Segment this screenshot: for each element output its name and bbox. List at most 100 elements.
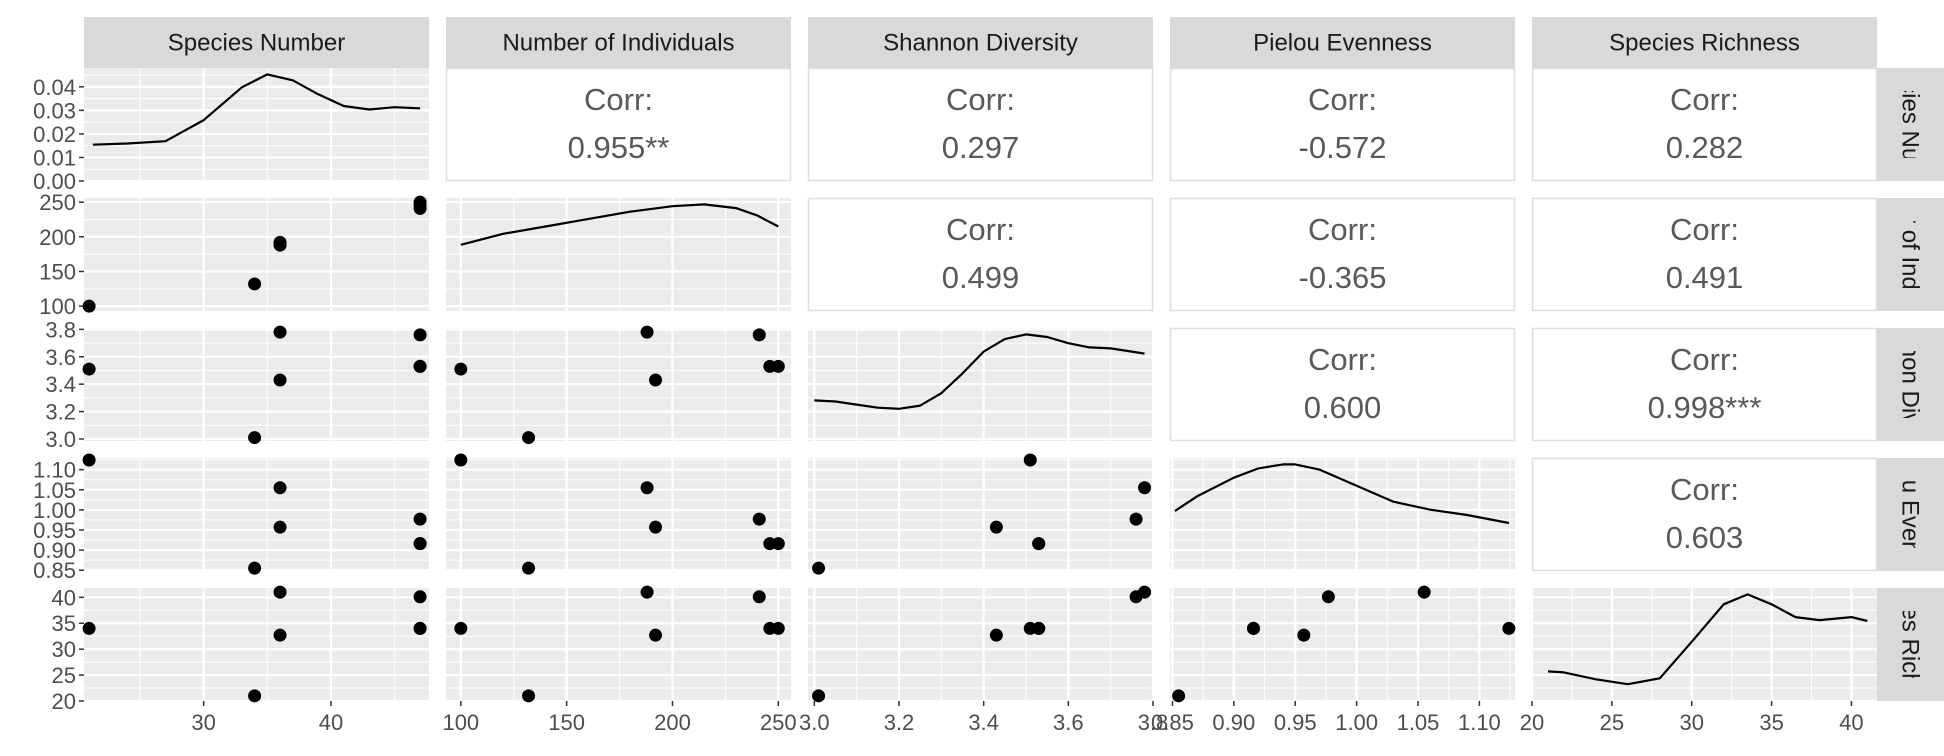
data-point bbox=[649, 373, 663, 387]
corr-label: Corr: bbox=[1670, 472, 1739, 507]
panel-r2-c3: Corr: 0.499 bbox=[807, 197, 1154, 312]
strip-pielou-evenness: Pielou Evenness bbox=[1170, 17, 1515, 68]
panel-r4-c5: Corr: 0.603 bbox=[1531, 457, 1878, 572]
panel-background bbox=[1532, 588, 1877, 701]
row-strip-background bbox=[1877, 68, 1944, 181]
corr-value: 0.955** bbox=[568, 130, 670, 165]
y-tick-label: 3.4 bbox=[45, 372, 76, 397]
x-tick-label: 30 bbox=[1679, 710, 1703, 735]
corr-panel-background bbox=[1169, 67, 1516, 182]
x-tick-label: 20 bbox=[1520, 710, 1544, 735]
corr-panel-background bbox=[1531, 197, 1878, 312]
x-tick-label: 3.6 bbox=[1053, 710, 1084, 735]
data-point bbox=[248, 561, 262, 575]
strip-label: Species Richness bbox=[1609, 30, 1800, 57]
strip-label: Number of Individuals bbox=[502, 30, 734, 57]
data-point bbox=[454, 453, 468, 467]
x-tick-label: 30 bbox=[191, 710, 215, 735]
panel-r2-c4: Corr: -0.365 bbox=[1169, 197, 1516, 312]
row-strip-label: er of Indiv bbox=[1897, 202, 1924, 307]
strip-label: Pielou Evenness bbox=[1253, 30, 1432, 57]
y-tick-label: 35 bbox=[52, 611, 76, 636]
x-tick-label: 40 bbox=[319, 710, 343, 735]
panel-grid bbox=[446, 458, 791, 571]
data-point bbox=[1138, 481, 1152, 495]
x-tick-label: 3.0 bbox=[799, 710, 830, 735]
panel-r2-c1 bbox=[82, 195, 429, 313]
strip-species-richness: Species Richness bbox=[1532, 17, 1877, 68]
data-point bbox=[1138, 585, 1152, 599]
corr-label: Corr: bbox=[1670, 342, 1739, 377]
strip-species-number: Species Number bbox=[84, 17, 429, 68]
y-tick-label: 0.03 bbox=[33, 98, 76, 123]
strip-label: Shannon Diversity bbox=[883, 30, 1078, 57]
panel-grid bbox=[446, 588, 791, 701]
corr-value: -0.572 bbox=[1299, 130, 1387, 165]
data-point bbox=[640, 481, 654, 495]
panel-r4-c1 bbox=[82, 453, 429, 575]
y-tick-label: 0.00 bbox=[33, 169, 76, 194]
data-point bbox=[1032, 537, 1046, 551]
corr-label: Corr: bbox=[1670, 82, 1739, 117]
corr-value: -0.365 bbox=[1299, 260, 1387, 295]
data-point bbox=[413, 512, 427, 526]
panel-r1-c4: Corr: -0.572 bbox=[1169, 67, 1516, 182]
corr-label: Corr: bbox=[1308, 212, 1377, 247]
data-point bbox=[1297, 628, 1311, 642]
panel-grid bbox=[1532, 588, 1877, 701]
y-tick-label: 0.02 bbox=[33, 122, 76, 147]
corr-panel-background bbox=[1531, 457, 1878, 572]
x-tick-label: 150 bbox=[548, 710, 585, 735]
x-tick-label: 3.2 bbox=[884, 710, 915, 735]
corr-label: Corr: bbox=[946, 82, 1015, 117]
row-strip-label: cies Richn bbox=[1897, 589, 1924, 700]
data-point bbox=[82, 621, 96, 635]
corr-value: 0.282 bbox=[1666, 130, 1744, 165]
panel-grid bbox=[808, 588, 1153, 701]
data-point bbox=[1023, 453, 1037, 467]
y-tick-label: 1.10 bbox=[33, 458, 76, 483]
panel-r3-c2 bbox=[446, 325, 791, 445]
density-curve bbox=[92, 73, 421, 146]
panel-r3-c5: Corr: 0.998*** bbox=[1531, 327, 1878, 442]
x-tick-label: 0.85 bbox=[1151, 710, 1194, 735]
panel-r5-c3 bbox=[808, 585, 1153, 703]
corr-value: 0.600 bbox=[1304, 390, 1382, 425]
row-strip-label: lou Evenn bbox=[1897, 461, 1924, 568]
panel-background bbox=[808, 458, 1153, 571]
density-curve bbox=[460, 203, 779, 246]
x-tick-label: 0.95 bbox=[1274, 710, 1317, 735]
panel-r1-c3: Corr: 0.297 bbox=[807, 67, 1154, 182]
panel-r4-c3 bbox=[808, 453, 1153, 575]
data-point bbox=[273, 235, 287, 249]
data-point bbox=[649, 628, 663, 642]
data-point bbox=[752, 512, 766, 526]
data-point bbox=[989, 520, 1003, 534]
panel-background bbox=[446, 588, 791, 701]
data-point bbox=[454, 362, 468, 376]
data-point bbox=[1129, 512, 1143, 526]
data-point bbox=[640, 325, 654, 339]
corr-panel-background bbox=[1531, 67, 1878, 182]
panel-grid bbox=[84, 328, 429, 441]
data-point bbox=[413, 359, 427, 373]
panel-grid bbox=[1170, 458, 1515, 571]
y-tick-label: 0.01 bbox=[33, 145, 76, 170]
y-tick-label: 0.85 bbox=[33, 558, 76, 583]
x-tick-label: 250 bbox=[760, 710, 797, 735]
corr-value: 0.499 bbox=[942, 260, 1020, 295]
corr-panel-background bbox=[445, 67, 792, 182]
y-tick-label: 40 bbox=[52, 585, 76, 610]
corr-value: 0.491 bbox=[1666, 260, 1744, 295]
data-point bbox=[763, 621, 777, 635]
row-strip-label: ecies Num bbox=[1897, 68, 1924, 181]
data-point bbox=[273, 481, 287, 495]
x-tick-label: 40 bbox=[1839, 710, 1863, 735]
data-point bbox=[1321, 590, 1335, 604]
panel-grid bbox=[808, 458, 1153, 571]
panel-r2-c5: Corr: 0.491 bbox=[1531, 197, 1878, 312]
y-tick-label: 30 bbox=[52, 637, 76, 662]
panel-r5-c2 bbox=[446, 585, 791, 703]
x-tick-label: 200 bbox=[654, 710, 691, 735]
panel-background bbox=[446, 458, 791, 571]
